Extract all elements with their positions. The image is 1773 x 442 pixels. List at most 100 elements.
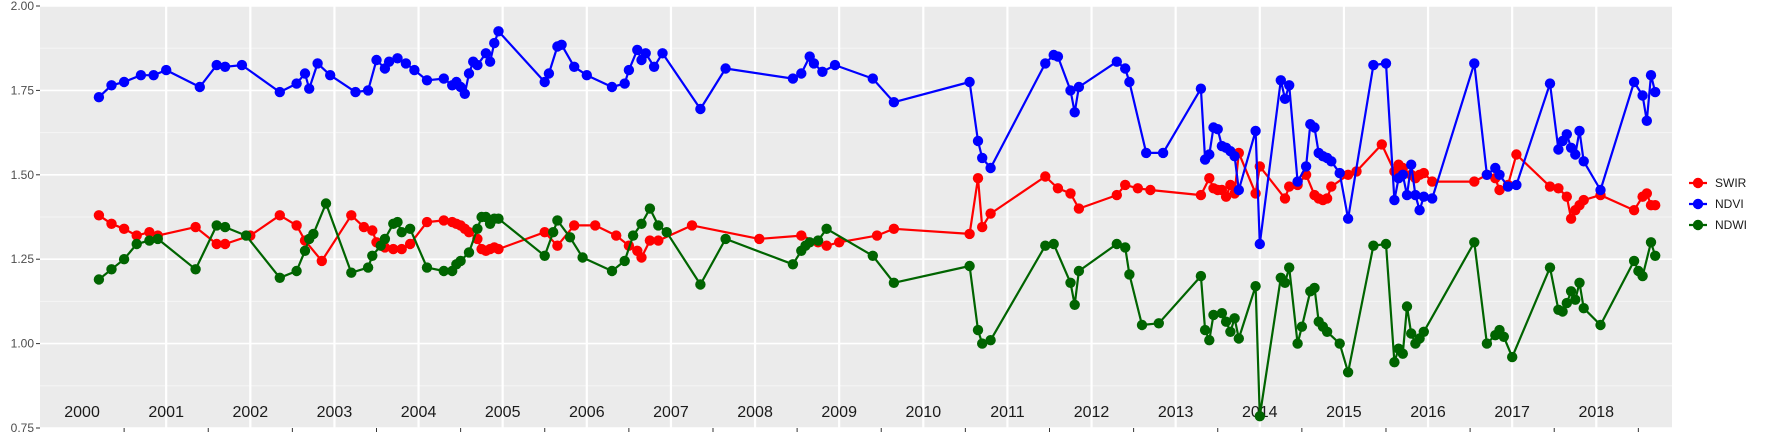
data-point-ndwi <box>396 227 407 238</box>
data-point-swir <box>1578 194 1589 206</box>
legend-label: SWIR <box>1715 176 1747 190</box>
data-point-ndwi <box>977 338 988 349</box>
data-point-swir <box>358 221 370 233</box>
data-point-ndvi <box>118 76 130 88</box>
data-point-ndvi <box>1111 56 1123 67</box>
data-point-ndvi <box>1570 149 1581 160</box>
data-point-ndwi <box>653 220 664 231</box>
data-point-ndwi <box>1557 306 1568 317</box>
data-point-swir <box>316 255 327 267</box>
data-point-ndvi <box>409 64 420 76</box>
data-point-ndvi <box>787 73 799 84</box>
year-label: 2003 <box>317 404 353 421</box>
data-point-ndvi <box>1040 58 1051 69</box>
year-label: 2000 <box>64 404 100 421</box>
series-layer <box>93 26 1661 422</box>
data-point-ndvi <box>1309 122 1320 133</box>
data-point-ndwi <box>1229 313 1240 324</box>
data-point-ndvi <box>219 61 231 72</box>
data-point-ndwi <box>274 272 285 283</box>
data-point-ndwi <box>1254 411 1266 422</box>
data-point-swir <box>964 228 975 240</box>
data-point-ndvi <box>459 88 470 100</box>
data-point-ndvi <box>829 59 841 71</box>
data-point-ndvi <box>964 76 975 88</box>
data-point-ndvi <box>400 58 412 69</box>
data-point-ndvi <box>1561 129 1573 140</box>
data-point-ndvi <box>1502 181 1514 192</box>
data-point-ndvi <box>1292 176 1303 187</box>
data-point-swir <box>1225 179 1236 191</box>
data-point-swir <box>1641 188 1653 199</box>
data-point-swir <box>118 223 130 234</box>
data-point-ndvi <box>493 26 504 37</box>
data-point-ndvi <box>606 81 618 93</box>
year-label: 2001 <box>148 404 184 421</box>
data-point-ndwi <box>144 235 155 246</box>
year-labels: 2000 2001 2002 2003 2004 2005 2006 2007 2008 2009… <box>64 404 1614 421</box>
data-point-ndwi <box>367 250 378 261</box>
data-point-swir <box>871 230 883 241</box>
data-point-ndvi <box>657 48 668 59</box>
data-point-ndvi <box>299 68 311 79</box>
data-point-ndvi <box>1069 107 1080 118</box>
data-point-ndwi <box>308 228 319 240</box>
data-point-ndvi <box>148 70 159 81</box>
data-point-ndwi <box>1120 242 1131 253</box>
data-point-ndvi <box>1233 184 1245 196</box>
year-label: 2013 <box>1158 404 1194 421</box>
data-point-ndvi <box>1414 205 1425 216</box>
data-point-ndwi <box>1389 357 1400 368</box>
data-point-ndvi <box>1284 80 1295 91</box>
data-point-ndvi <box>161 64 172 76</box>
data-point-ndvi <box>1052 51 1064 62</box>
data-point-ndvi <box>1254 238 1266 250</box>
data-point-ndwi <box>291 265 302 277</box>
legend: SWIR NDVI NDWI <box>1689 176 1747 232</box>
data-point-ndwi <box>552 215 563 226</box>
data-point-ndwi <box>211 220 222 231</box>
data-point-ndvi <box>1641 115 1653 127</box>
data-point-ndvi <box>362 85 374 96</box>
data-point-swir <box>972 173 984 184</box>
data-point-ndvi <box>421 75 433 86</box>
data-point-swir <box>1195 189 1207 201</box>
data-point-ndvi <box>640 48 651 59</box>
data-point-ndvi <box>1397 169 1409 180</box>
data-point-ndwi <box>152 233 163 245</box>
data-point-ndvi <box>312 58 323 69</box>
data-point-ndvi <box>972 135 984 147</box>
data-point-ndwi <box>985 335 996 346</box>
data-point-swir <box>1120 179 1131 191</box>
data-point-ndwi <box>606 265 618 277</box>
year-label: 2018 <box>1578 404 1614 421</box>
data-point-ndwi <box>320 198 332 209</box>
data-point-swir <box>1132 183 1144 194</box>
legend-item-ndwi: NDWI <box>1689 218 1747 232</box>
data-point-swir <box>985 208 996 219</box>
data-point-swir <box>1073 203 1085 214</box>
data-point-ndwi <box>787 259 799 270</box>
data-point-ndvi <box>1124 76 1135 88</box>
data-point-ndwi <box>463 247 475 258</box>
data-point-ndwi <box>1069 299 1080 310</box>
data-point-swir <box>754 233 765 245</box>
series-ndwi <box>93 198 1661 422</box>
data-point-swir <box>1553 183 1564 194</box>
y-tick-label: 1.00 <box>11 337 35 351</box>
data-point-ndvi <box>1574 125 1585 137</box>
data-point-ndvi <box>274 86 285 98</box>
data-point-ndwi <box>299 245 311 256</box>
data-point-ndwi <box>1397 348 1409 359</box>
data-point-swir <box>552 240 563 251</box>
data-point-ndvi <box>1342 213 1354 224</box>
data-point-swir <box>888 223 900 234</box>
y-tick-label: 0.75 <box>11 421 35 435</box>
data-point-ndwi <box>1199 324 1211 336</box>
data-point-ndwi <box>1498 331 1510 342</box>
data-point-ndvi <box>867 73 878 84</box>
data-point-ndwi <box>619 255 630 267</box>
data-point-ndvi <box>720 63 731 74</box>
data-point-ndvi <box>484 56 496 67</box>
